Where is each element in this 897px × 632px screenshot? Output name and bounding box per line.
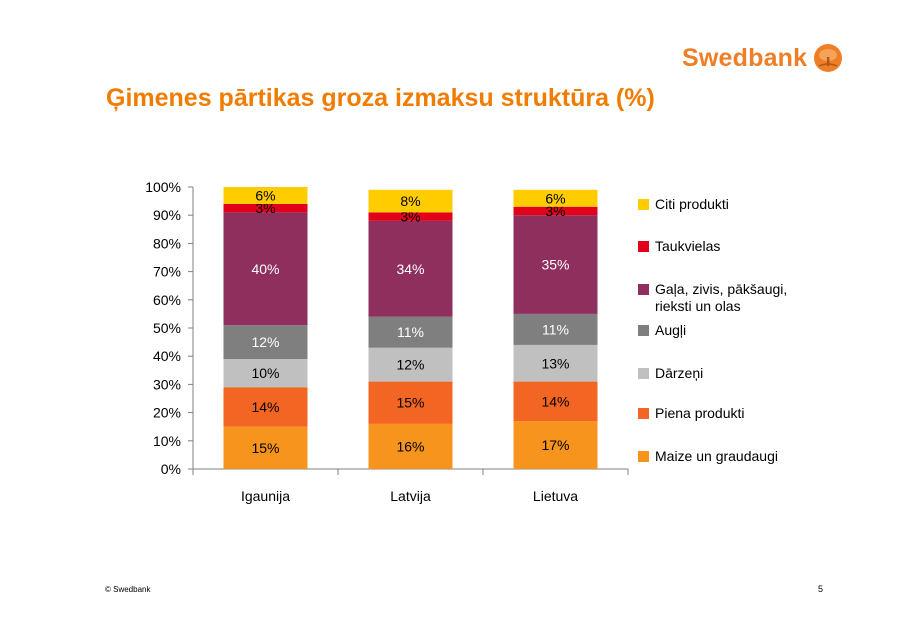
data-label: 13% (541, 355, 569, 371)
y-tick-label: 40% (153, 348, 181, 364)
bar-segment (368, 381, 453, 424)
data-label: 15% (396, 395, 424, 411)
y-tick-label: 90% (153, 207, 181, 223)
x-category-label: Igaunija (241, 488, 290, 504)
legend-label: Dārzeņi (655, 365, 703, 381)
legend-swatch (638, 451, 649, 462)
y-tick-label: 100% (145, 179, 181, 195)
data-label: 10% (251, 365, 279, 381)
logo-text: Swedbank (682, 43, 808, 72)
legend-label: Citi produkti (655, 196, 729, 212)
data-label: 40% (251, 261, 279, 277)
bar-segment (513, 381, 598, 422)
bar-segment (513, 313, 598, 345)
y-tick-label: 30% (153, 376, 181, 392)
data-label: 8% (400, 193, 420, 209)
x-category-label: Lietuva (533, 488, 578, 504)
bar-segment (223, 203, 308, 213)
data-label: 3% (545, 203, 565, 219)
y-tick-label: 10% (153, 433, 181, 449)
bar-segment (223, 387, 308, 427)
data-label: 6% (545, 190, 565, 206)
bar-segment (513, 344, 598, 382)
data-label: 34% (396, 261, 424, 277)
y-tick-label: 80% (153, 235, 181, 251)
data-label: 14% (251, 399, 279, 415)
y-tick-label: 20% (153, 405, 181, 421)
y-tick-label: 50% (153, 320, 181, 336)
bar-segment (223, 426, 308, 469)
data-label: 6% (255, 187, 275, 203)
y-tick-label: 60% (153, 292, 181, 308)
data-label: 17% (541, 437, 569, 453)
bar-segment (513, 206, 598, 216)
legend-label: Piena produkti (655, 405, 745, 421)
legend-swatch (638, 199, 649, 210)
copyright-footer: © Swedbank (105, 585, 151, 594)
chart-bars: 15%14%10%12%40%3%6%16%15%12%11%34%3%8%17… (223, 187, 598, 469)
bar-segment (368, 316, 453, 348)
bar-segment (368, 212, 453, 221)
data-label: 3% (400, 209, 420, 225)
bar-segment (223, 325, 308, 360)
data-label: 14% (541, 393, 569, 409)
y-tick-label: 70% (153, 264, 181, 280)
oak-tree-icon (814, 44, 843, 72)
legend-swatch (638, 241, 649, 252)
legend-swatch (638, 408, 649, 419)
x-category-label: Latvija (390, 488, 431, 504)
data-label: 12% (251, 334, 279, 350)
slide-title: Ģimenes pārtikas groza izmaksu struktūra… (106, 84, 655, 112)
bar-segment (368, 423, 453, 469)
bar-segment (368, 220, 453, 317)
bar-segment (513, 189, 598, 207)
legend-label: Gaļa, zivis, pākšaugi, rieksti un olas (655, 281, 787, 314)
bar-segment (223, 187, 308, 204)
data-label: 11% (397, 324, 424, 340)
page-number: 5 (818, 584, 824, 594)
legend-label: Maize un graudaugi (655, 448, 778, 464)
data-label: 16% (396, 438, 424, 454)
bar-segment (513, 421, 598, 469)
legend-label: Augļi (655, 322, 686, 338)
y-tick-label: 0% (161, 461, 181, 477)
bar-segment (368, 189, 453, 213)
legend-swatch (638, 284, 649, 295)
bar-segment (223, 359, 308, 388)
swedbank-logo: Swedbank (682, 40, 843, 76)
data-label: 3% (255, 200, 275, 216)
data-label: 12% (396, 357, 424, 373)
legend-swatch (638, 325, 649, 336)
data-label: 15% (251, 440, 279, 456)
data-label: 11% (542, 321, 569, 337)
legend-label: Taukvielas (655, 238, 720, 254)
data-label: 35% (541, 257, 569, 273)
legend-swatch (638, 368, 649, 379)
bar-segment (368, 347, 453, 382)
chart-legend: Citi produkti Taukvielas Gaļa, zivis, pākš… (638, 196, 787, 464)
bar-segment (513, 215, 598, 314)
bar-segment (223, 212, 308, 326)
